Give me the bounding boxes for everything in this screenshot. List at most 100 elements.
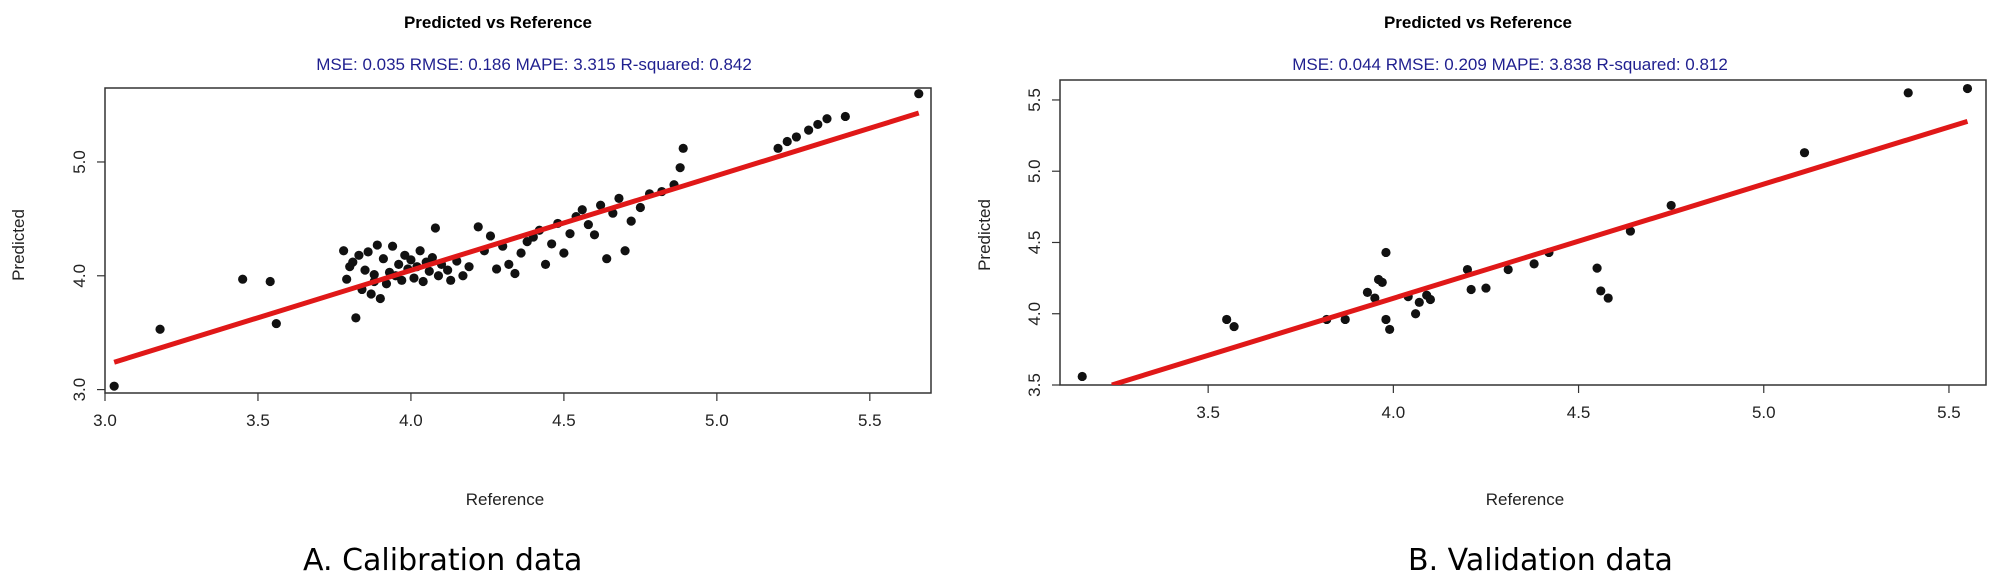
x-axis-label: Reference: [466, 490, 544, 509]
data-point: [1596, 286, 1606, 296]
data-point: [397, 275, 407, 285]
data-point: [446, 275, 456, 285]
data-point: [418, 276, 428, 287]
data-point: [1362, 287, 1373, 297]
data-point: [583, 219, 593, 230]
data-point: [1385, 324, 1395, 335]
y-tick-label: 4.0: [70, 264, 89, 288]
data-point: [1799, 148, 1810, 158]
x-tick-label: 4.0: [1382, 403, 1406, 422]
panel-caption: B. Validation data: [1408, 543, 1673, 578]
data-point: [1370, 293, 1380, 303]
data-point: [1414, 297, 1424, 307]
x-tick-label: 5.0: [705, 411, 729, 430]
y-axis-label: Predicted: [9, 209, 28, 281]
scatter-points: [1077, 83, 1973, 382]
data-point: [366, 289, 376, 299]
x-axis: 3.5 4.0 4.5 5.0 5.5: [1196, 385, 1961, 422]
data-point: [626, 216, 636, 226]
data-point: [409, 273, 419, 283]
data-point: [635, 202, 645, 213]
x-tick-label: 4.0: [399, 411, 423, 430]
data-point: [510, 268, 520, 279]
data-point: [1381, 314, 1391, 325]
data-point: [491, 264, 502, 274]
chart-title: Predicted vs Reference: [404, 13, 592, 32]
fit-line-group: [113, 110, 920, 365]
y-axis-label: Predicted: [975, 199, 994, 271]
data-point: [265, 276, 275, 287]
data-point: [822, 114, 832, 124]
data-point: [427, 252, 437, 263]
data-point: [559, 248, 569, 258]
data-point: [1503, 264, 1513, 275]
data-point: [1340, 314, 1350, 325]
data-point: [458, 271, 468, 281]
data-point: [1377, 277, 1387, 287]
data-point: [406, 255, 416, 265]
data-point: [1603, 293, 1613, 303]
data-point: [782, 136, 792, 147]
data-point: [443, 265, 453, 275]
data-point: [375, 293, 385, 304]
data-point: [433, 271, 444, 281]
data-point: [540, 259, 551, 269]
x-tick-label: 4.5: [1567, 403, 1591, 422]
data-point: [1903, 88, 1913, 98]
data-point: [485, 231, 496, 241]
data-point: [1466, 284, 1476, 295]
data-point: [675, 163, 685, 173]
regression-line: [1111, 118, 1969, 385]
y-tick-label: 4.5: [1025, 231, 1044, 255]
data-point: [430, 223, 440, 233]
data-point: [381, 279, 392, 289]
data-point: [1481, 283, 1491, 293]
regression-line: [113, 110, 920, 365]
data-point: [840, 111, 850, 122]
data-point: [1229, 321, 1239, 332]
data-point: [473, 222, 483, 232]
data-point: [589, 230, 600, 240]
chart-metrics-subtitle: MSE: 0.044 RMSE: 0.209 MAPE: 3.838 R-squ…: [1292, 55, 1728, 74]
fit-line-group: [1111, 118, 1969, 385]
x-tick-label: 3.5: [246, 411, 270, 430]
data-point: [678, 143, 688, 153]
data-point: [155, 324, 165, 334]
x-tick-label: 5.0: [1752, 403, 1776, 422]
y-tick-label: 4.0: [1025, 302, 1044, 326]
y-tick-label: 5.0: [70, 150, 89, 174]
data-point: [378, 254, 388, 264]
y-axis: 3.5 4.0 4.5 5.0 5.5: [1025, 88, 1060, 397]
data-point: [1592, 263, 1602, 273]
data-point: [577, 205, 587, 215]
data-point: [1462, 264, 1473, 275]
x-tick-label: 4.5: [552, 411, 576, 430]
data-point: [109, 381, 119, 391]
data-point: [394, 259, 404, 269]
data-point: [596, 200, 606, 210]
data-point: [602, 254, 612, 264]
x-tick-label: 5.5: [858, 411, 882, 430]
data-point: [363, 247, 373, 257]
y-tick-label: 3.5: [1025, 373, 1044, 397]
data-point: [504, 259, 514, 269]
data-point: [614, 193, 624, 203]
data-point: [565, 229, 575, 239]
data-point: [369, 270, 379, 280]
data-point: [547, 239, 557, 249]
data-point: [516, 248, 526, 258]
data-point: [804, 125, 814, 135]
panel-caption: A. Calibration data: [303, 543, 582, 578]
data-point: [773, 143, 783, 153]
data-point: [415, 246, 425, 256]
data-point: [271, 318, 281, 329]
data-point: [1529, 259, 1539, 269]
data-point: [360, 265, 370, 275]
data-point: [1625, 226, 1636, 236]
y-tick-label: 5.5: [1025, 88, 1044, 112]
plot-frame: [104, 87, 932, 394]
data-point: [914, 89, 924, 99]
data-point: [348, 257, 358, 267]
y-axis: 3.0 4.0 5.0: [70, 150, 105, 401]
data-point: [354, 250, 364, 260]
